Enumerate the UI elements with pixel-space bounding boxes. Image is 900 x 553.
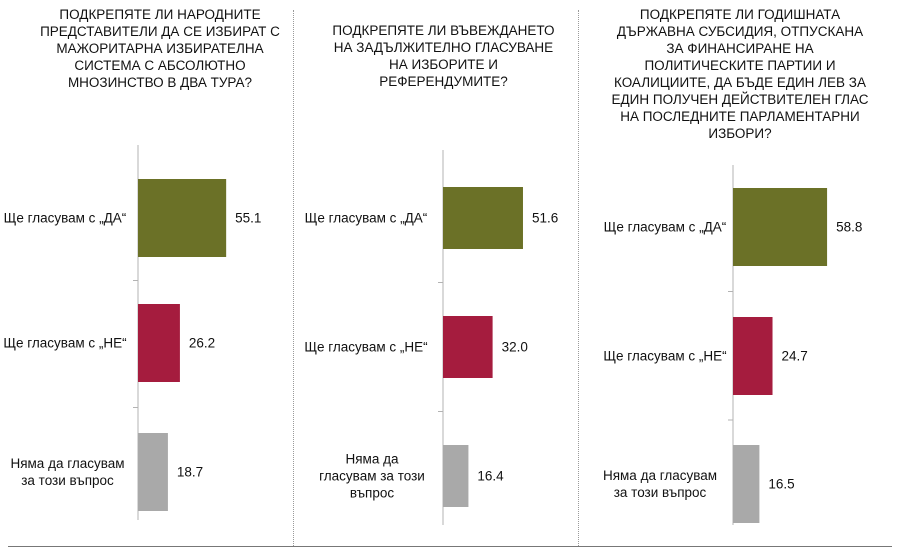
bar-abstain bbox=[733, 445, 760, 523]
value-label-no: 26.2 bbox=[188, 335, 216, 351]
bar-yes bbox=[138, 179, 227, 257]
chart-title-2: ПОДКРЕПЯТЕ ЛИ ВЪВЕЖДАНЕТО НА ЗАДЪЛЖИТЕЛН… bbox=[332, 23, 555, 89]
value-label-no: 24.7 bbox=[781, 348, 808, 364]
category-label-1-2: Ще гласувам с „НЕ“ bbox=[3, 335, 127, 351]
category-label-2-3: Няма да гласувам за този въпрос bbox=[319, 451, 425, 501]
chart-svg-3 bbox=[728, 165, 828, 525]
bar-abstain bbox=[443, 445, 469, 507]
value-label-abstain: 16.5 bbox=[768, 476, 795, 492]
bar-no bbox=[733, 317, 773, 395]
chart-panel-1: ПОДКРЕПЯТЕ ЛИ НАРОДНИТЕ ПРЕДСТАВИТЕЛИ ДА… bbox=[0, 0, 295, 553]
category-label-1-3: Няма да гласувам за този въпрос bbox=[10, 456, 125, 488]
bar-no bbox=[138, 304, 180, 382]
value-label-no: 32.0 bbox=[501, 339, 528, 355]
value-label-abstain: 18.7 bbox=[176, 464, 204, 480]
value-label-yes: 51.6 bbox=[531, 210, 559, 226]
bar-abstain bbox=[138, 433, 168, 511]
bar-yes bbox=[443, 187, 523, 249]
chart-panel-2: ПОДКРЕПЯТЕ ЛИ ВЪВЕЖДАНЕТО НА ЗАДЪЛЖИТЕЛН… bbox=[296, 0, 576, 553]
chart-panel-3: ПОДКРЕПЯТЕ ЛИ ГОДИШНАТА ДЪРЖАВНА СУБСИДИ… bbox=[580, 0, 900, 553]
chart-title-1: ПОДКРЕПЯТЕ ЛИ НАРОДНИТЕ ПРЕДСТАВИТЕЛИ ДА… bbox=[40, 7, 280, 90]
bottom-border bbox=[8, 546, 892, 547]
category-label-3-2: Ще гласувам с „НЕ“ bbox=[603, 348, 727, 364]
category-label-3-3: Няма да гласувам за този въпрос bbox=[602, 468, 718, 500]
chart-title-3: ПОДКРЕПЯТЕ ЛИ ГОДИШНАТА ДЪРЖАВНА СУБСИДИ… bbox=[611, 7, 869, 141]
bar-no bbox=[443, 316, 493, 378]
value-label-abstain: 16.4 bbox=[477, 468, 504, 484]
value-label-yes: 58.8 bbox=[836, 219, 863, 235]
category-label-2-1: Ще гласувам с „ДА“ bbox=[304, 210, 428, 226]
value-label-yes: 55.1 bbox=[235, 210, 262, 226]
panel-separator-1 bbox=[293, 10, 294, 546]
chart-svg-1 bbox=[133, 145, 227, 520]
category-label-1-1: Ще гласувам с „ДА“ bbox=[3, 210, 127, 226]
category-label-2-2: Ще гласувам с „НЕ“ bbox=[304, 339, 428, 355]
panel-separator-2 bbox=[578, 10, 579, 546]
chart-svg-2 bbox=[438, 150, 523, 525]
category-label-3-1: Ще гласувам с „ДА“ bbox=[603, 219, 727, 235]
bar-yes bbox=[733, 188, 828, 266]
